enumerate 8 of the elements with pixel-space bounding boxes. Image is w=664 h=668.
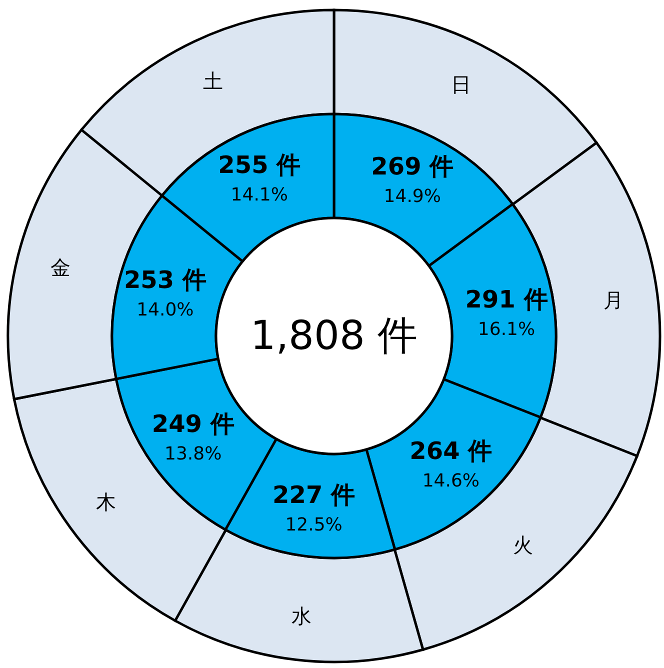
annotation: 14.1%	[230, 184, 288, 206]
annotation: 12.5%	[285, 514, 342, 536]
annotation: 14.9%	[384, 186, 441, 208]
annotation: 14.0%	[136, 299, 194, 320]
annotation: 13.8%	[164, 444, 222, 465]
annotation: 16.1%	[478, 318, 536, 340]
annotation: 14.6%	[422, 470, 480, 492]
annotation: 1,808 件	[250, 313, 418, 359]
